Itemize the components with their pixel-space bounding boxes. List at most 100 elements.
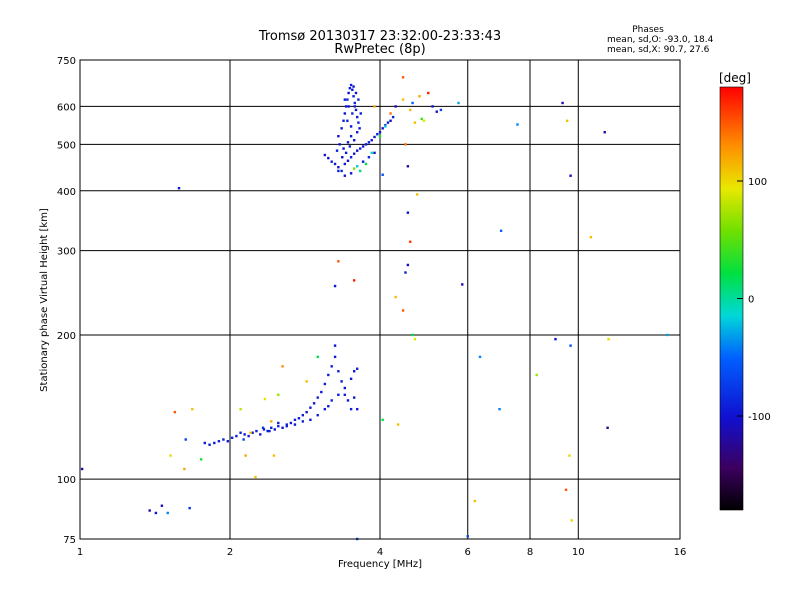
- echo-point: [606, 426, 609, 430]
- echo-point: [466, 535, 469, 538]
- echo-point: [406, 165, 410, 168]
- echo-point: [411, 101, 414, 105]
- echo-point: [346, 98, 349, 101]
- echo-point: [386, 121, 390, 124]
- echo-point: [569, 344, 572, 347]
- echo-point: [239, 407, 242, 411]
- echo-point: [554, 337, 557, 341]
- echo-point: [343, 174, 347, 177]
- echo-point: [188, 506, 191, 510]
- echo-point: [499, 229, 503, 232]
- echo-point: [262, 428, 266, 431]
- echo-point: [309, 406, 312, 409]
- echo-point: [401, 76, 405, 79]
- echo-point: [251, 431, 254, 434]
- echo-point: [478, 355, 482, 359]
- echo-point: [355, 131, 359, 134]
- echo-point: [376, 132, 379, 136]
- echo-point: [361, 160, 365, 163]
- echo-point: [431, 105, 434, 108]
- echo-point: [301, 420, 305, 423]
- echo-point: [422, 119, 426, 122]
- echo-point: [338, 143, 341, 146]
- echo-point: [349, 377, 353, 380]
- echo-point: [666, 333, 669, 337]
- y-tick-label: 100: [57, 475, 76, 486]
- echo-point: [259, 433, 262, 436]
- echo-point: [352, 139, 356, 142]
- echo-point: [343, 386, 347, 390]
- echo-point: [261, 426, 265, 430]
- echo-point: [413, 121, 417, 124]
- y-tick-label: 200: [57, 331, 76, 342]
- y-tick-label: 600: [57, 102, 76, 113]
- echo-point: [273, 428, 276, 431]
- echo-point: [348, 86, 352, 90]
- echo-point: [391, 115, 395, 119]
- echo-point: [361, 145, 365, 148]
- echo-point: [346, 141, 350, 144]
- colorbar: [720, 87, 743, 510]
- echo-point: [564, 488, 568, 492]
- echo-point: [370, 139, 373, 142]
- phases-heading: Phases: [632, 25, 664, 35]
- echo-point: [357, 98, 360, 101]
- echo-point: [568, 454, 571, 457]
- y-tick-label: 300: [57, 247, 76, 258]
- echo-point: [255, 429, 258, 433]
- echo-point: [337, 260, 340, 263]
- echo-point: [411, 333, 414, 337]
- echo-point: [353, 101, 356, 105]
- echo-point: [378, 134, 382, 138]
- echo-point: [235, 434, 238, 438]
- echo-point: [340, 169, 343, 173]
- echo-point: [401, 309, 405, 312]
- echo-point: [349, 407, 353, 411]
- echo-point: [285, 424, 288, 428]
- echo-point: [243, 433, 246, 436]
- echo-point: [355, 407, 359, 411]
- echo-point: [346, 399, 350, 402]
- echo-point: [323, 382, 327, 386]
- x-tick-label: 10: [572, 547, 585, 558]
- echo-point: [404, 143, 407, 146]
- echo-point: [293, 423, 297, 426]
- echo-point: [565, 119, 569, 122]
- echo-point: [461, 283, 464, 286]
- x-tick-label: 2: [227, 547, 233, 558]
- echo-point: [254, 475, 257, 479]
- echo-point: [244, 454, 247, 457]
- echo-point: [389, 112, 392, 115]
- echo-point: [199, 458, 203, 461]
- echo-point: [342, 119, 345, 122]
- chart-title: Tromsø 20130317 23:32:00-23:33:43: [258, 29, 501, 44]
- echo-point: [473, 499, 477, 503]
- echo-point: [277, 424, 280, 428]
- echo-point: [389, 119, 392, 122]
- echo-point: [394, 105, 397, 108]
- echo-point: [516, 123, 519, 126]
- echo-point: [344, 105, 348, 108]
- x-tick-label: 4: [377, 547, 383, 558]
- y-tick-label: 400: [57, 187, 76, 198]
- echo-point: [439, 108, 443, 112]
- echo-point: [173, 410, 177, 414]
- echo-point: [349, 156, 353, 159]
- echo-point: [406, 211, 410, 214]
- x-tick-label: 6: [465, 547, 471, 558]
- echo-point: [535, 373, 538, 377]
- echo-point: [270, 426, 273, 430]
- echo-point: [396, 423, 400, 426]
- echo-point: [409, 108, 412, 112]
- echo-point: [316, 413, 319, 417]
- echo-point: [409, 240, 412, 243]
- echo-point: [247, 434, 250, 438]
- echo-point: [337, 370, 340, 373]
- echo-point: [337, 134, 340, 138]
- echo-point: [263, 397, 267, 401]
- echo-point: [364, 143, 368, 146]
- echo-point: [381, 418, 384, 422]
- echo-point: [435, 110, 438, 113]
- plot-grid: [80, 60, 680, 539]
